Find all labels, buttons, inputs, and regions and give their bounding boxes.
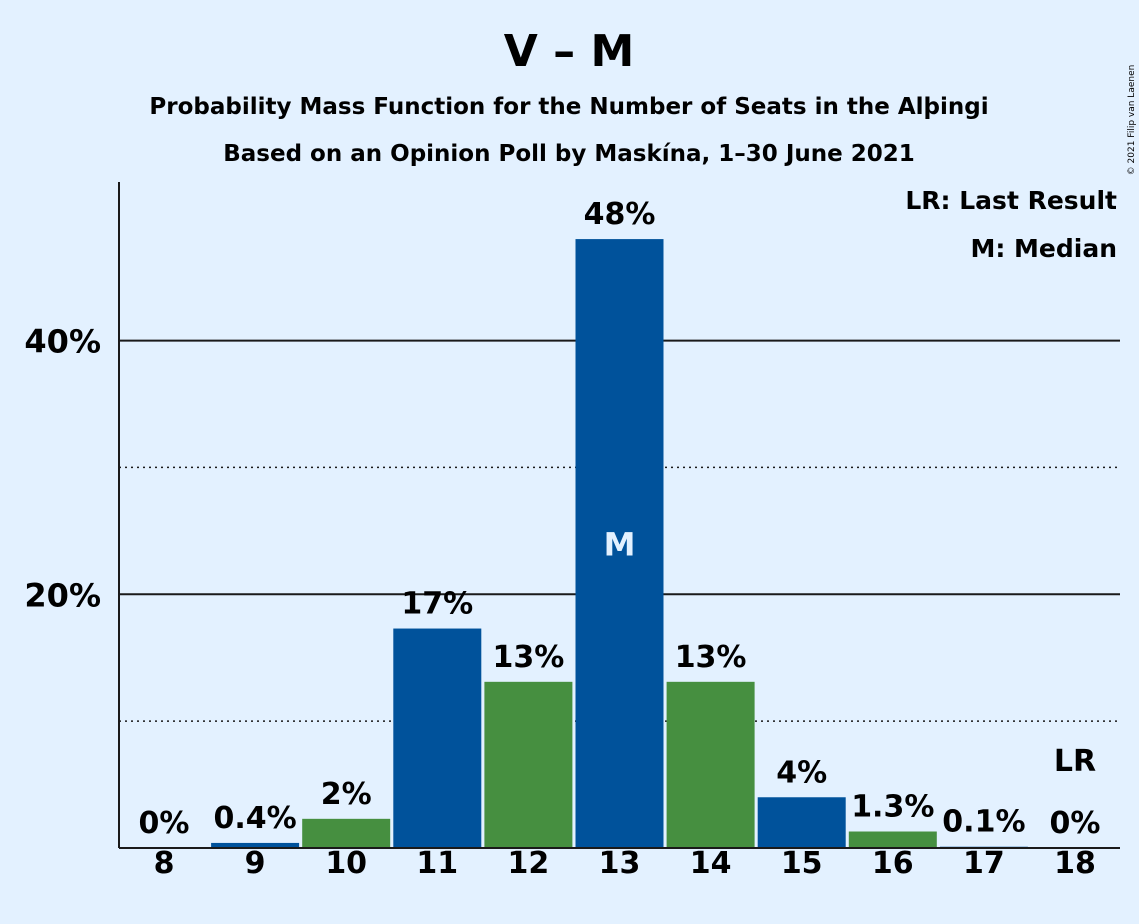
data-label: 13% bbox=[675, 640, 747, 675]
chart-title: V – M bbox=[504, 26, 634, 77]
x-tick-label: 15 bbox=[781, 846, 823, 881]
y-axis-ticks: 20% 40% bbox=[24, 323, 101, 615]
chart-subtitle: Probability Mass Function for the Number… bbox=[149, 94, 988, 120]
x-tick-label: 16 bbox=[872, 846, 914, 881]
bar bbox=[393, 628, 482, 848]
data-label: 0% bbox=[1050, 806, 1101, 841]
data-labels: 0% 0.4% 2% 17% 13% 48% 13% 4% 1.3% 0.1% 0% M LR bbox=[139, 197, 1101, 841]
bar bbox=[757, 797, 846, 848]
x-axis-ticks: 8 9 10 11 12 13 14 15 16 17 18 bbox=[154, 846, 1096, 881]
bar bbox=[211, 842, 300, 848]
y-tick-label: 40% bbox=[24, 323, 101, 361]
bar bbox=[666, 681, 755, 848]
last-result-marker: LR bbox=[1054, 744, 1096, 779]
data-label: 0% bbox=[139, 806, 190, 841]
x-tick-label: 12 bbox=[508, 846, 550, 881]
x-tick-label: 17 bbox=[963, 846, 1005, 881]
x-tick-label: 18 bbox=[1054, 846, 1096, 881]
x-tick-label: 13 bbox=[599, 846, 641, 881]
legend-median: M: Median bbox=[970, 234, 1117, 263]
bar bbox=[484, 681, 573, 848]
data-label: 0.1% bbox=[942, 805, 1025, 840]
data-label: 0.4% bbox=[213, 801, 296, 836]
copyright-notice: © 2021 Filip van Laenen bbox=[1127, 65, 1137, 176]
data-label: 13% bbox=[492, 640, 564, 675]
x-tick-label: 10 bbox=[325, 846, 367, 881]
y-tick-label: 20% bbox=[24, 576, 101, 614]
data-label: 4% bbox=[776, 755, 827, 790]
data-label: 2% bbox=[321, 777, 372, 812]
bar bbox=[302, 818, 391, 848]
data-label: 1.3% bbox=[851, 790, 934, 825]
x-tick-label: 9 bbox=[245, 846, 266, 881]
legend-last-result: LR: Last Result bbox=[905, 186, 1117, 215]
x-tick-label: 14 bbox=[690, 846, 732, 881]
data-label: 48% bbox=[584, 197, 656, 232]
bar bbox=[848, 831, 937, 848]
median-marker: M bbox=[604, 526, 636, 564]
chart-source: Based on an Opinion Poll by Maskína, 1–3… bbox=[223, 141, 915, 167]
x-tick-label: 8 bbox=[154, 846, 175, 881]
bar bbox=[575, 239, 664, 849]
data-label: 17% bbox=[401, 587, 473, 622]
x-tick-label: 11 bbox=[416, 846, 458, 881]
